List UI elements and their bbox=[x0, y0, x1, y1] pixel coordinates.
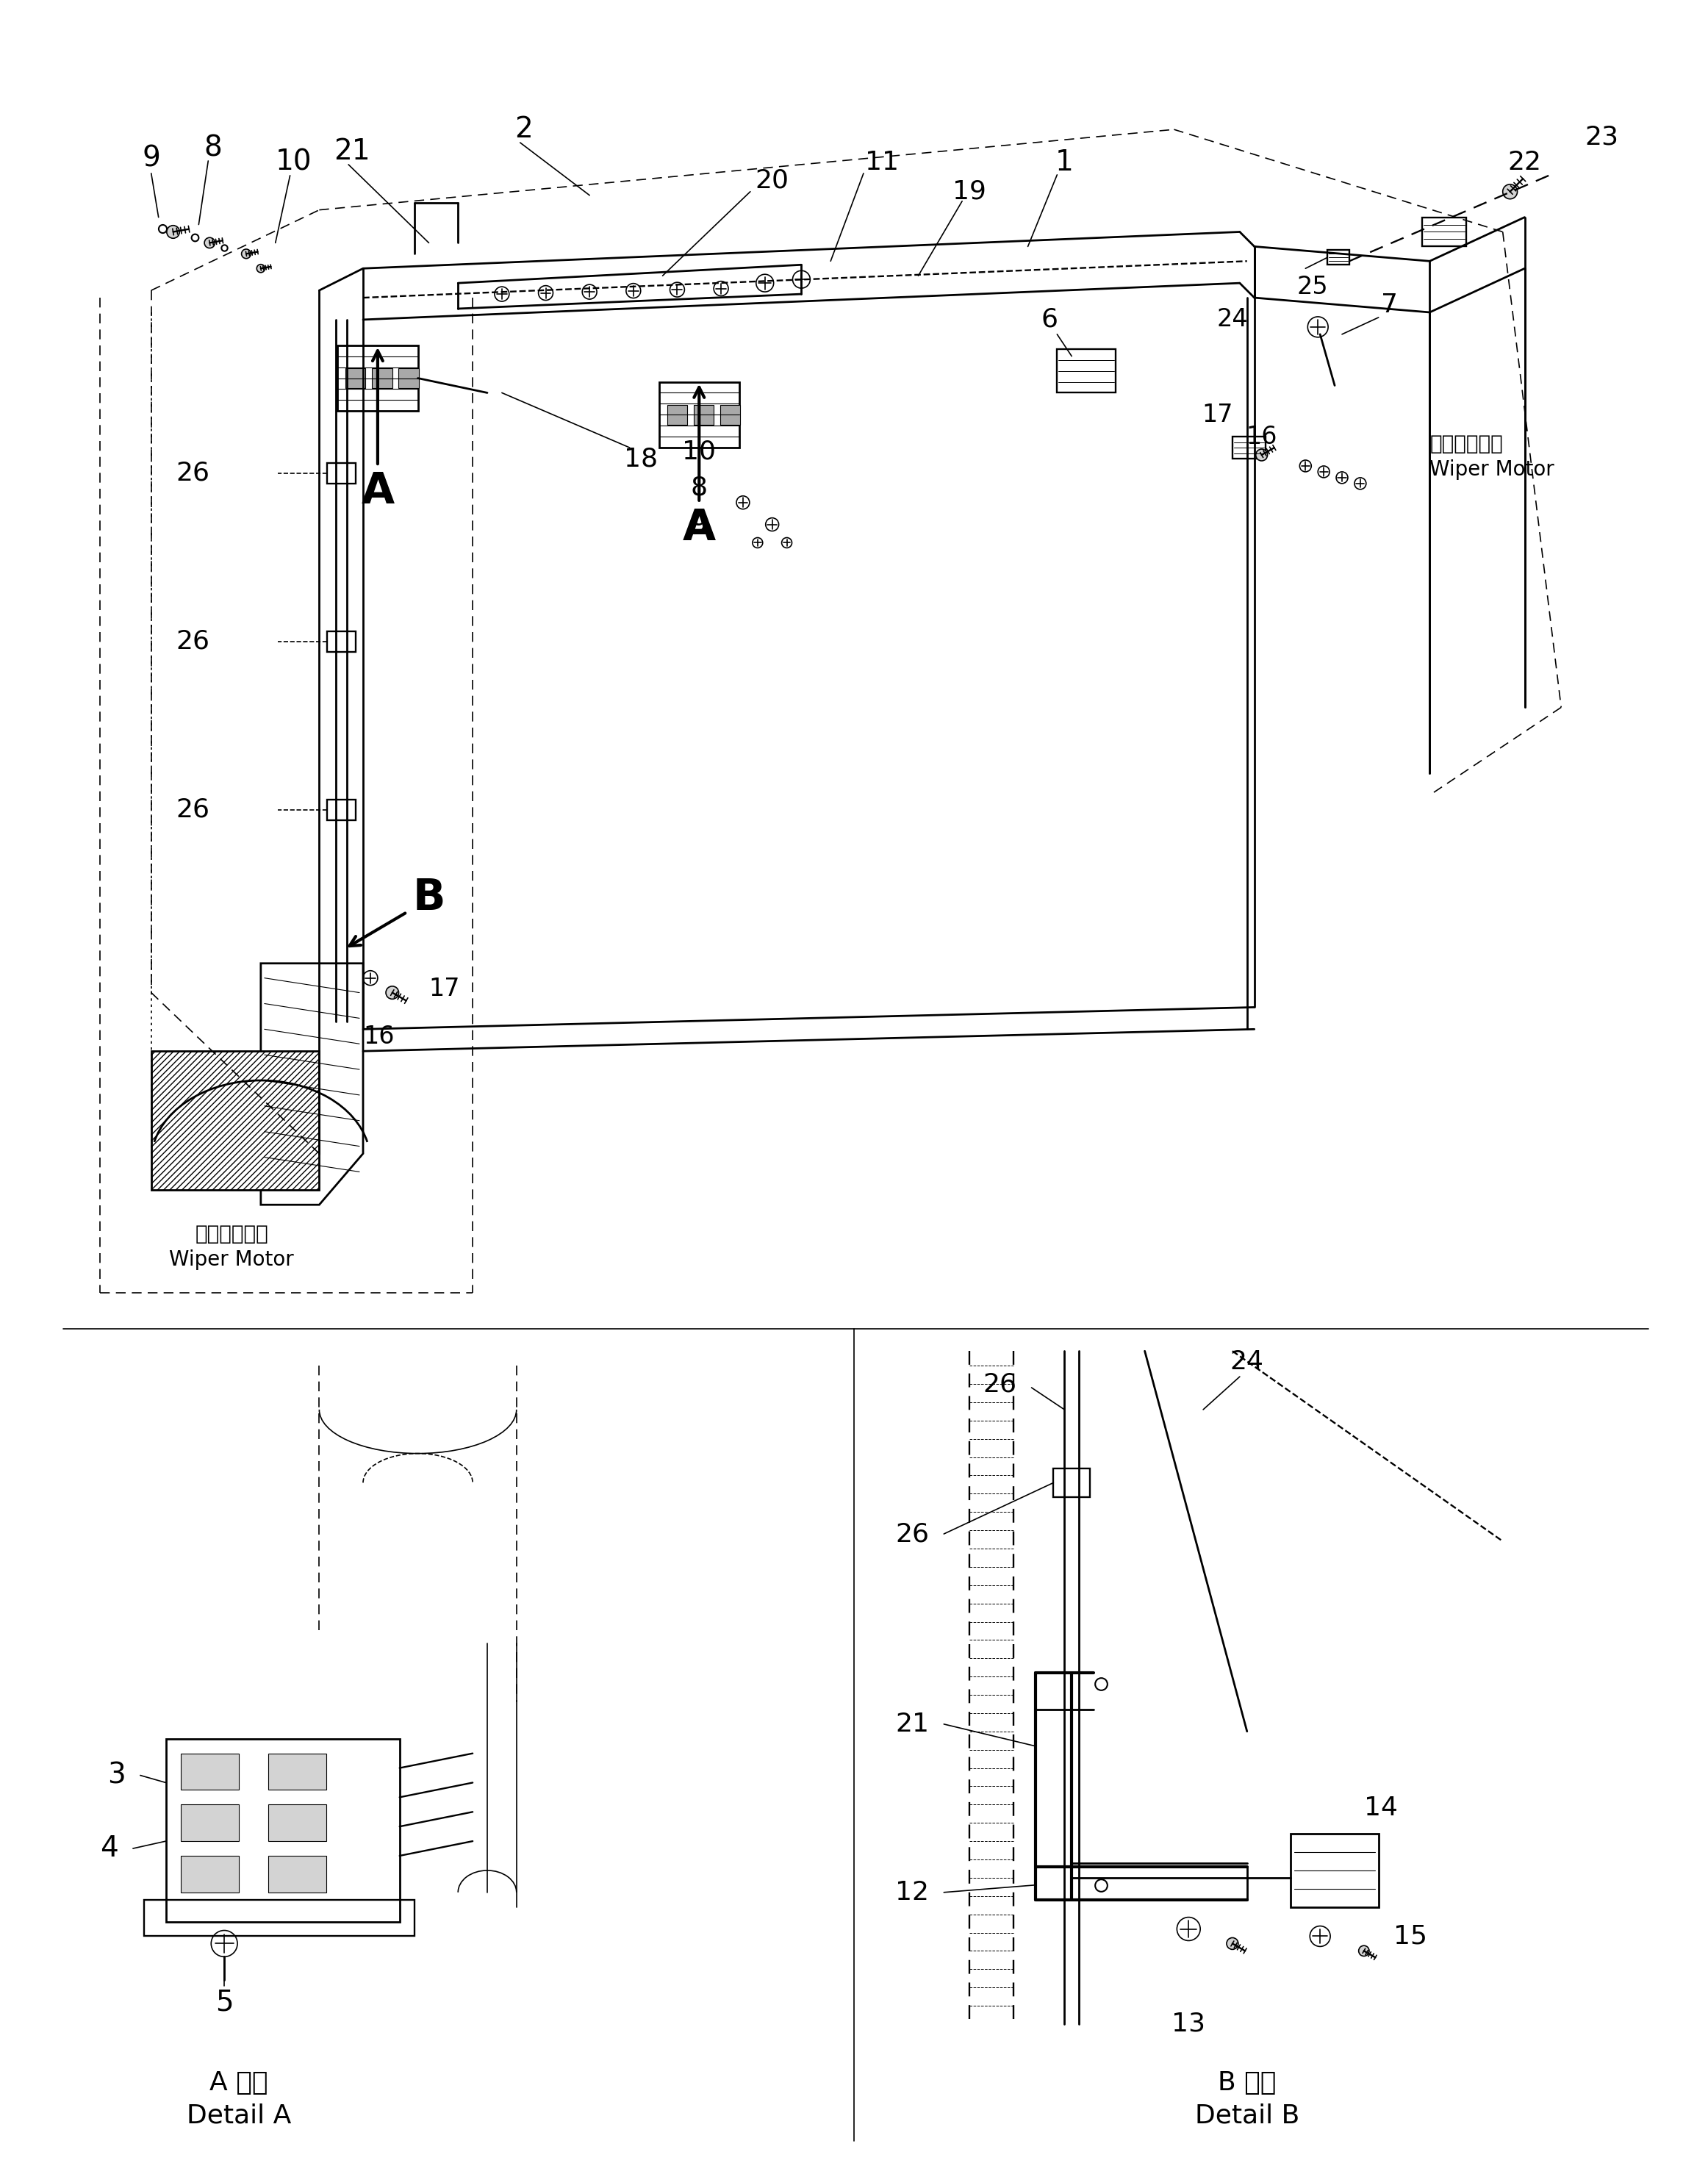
Circle shape bbox=[1358, 1945, 1370, 1955]
Text: 7: 7 bbox=[1382, 292, 1397, 318]
Text: 21: 21 bbox=[333, 138, 371, 164]
Text: 3: 3 bbox=[108, 1761, 126, 1789]
Text: A: A bbox=[683, 506, 716, 549]
Text: 17: 17 bbox=[1202, 402, 1233, 426]
Text: 25: 25 bbox=[1296, 275, 1329, 298]
Polygon shape bbox=[1291, 1834, 1378, 1908]
Text: 1: 1 bbox=[1056, 149, 1074, 177]
Circle shape bbox=[205, 238, 215, 249]
Text: 15: 15 bbox=[1394, 1923, 1426, 1949]
Text: Detail A: Detail A bbox=[186, 2102, 290, 2128]
Polygon shape bbox=[181, 1804, 239, 1841]
Text: 24: 24 bbox=[1216, 307, 1249, 331]
Text: 2: 2 bbox=[514, 115, 533, 143]
Polygon shape bbox=[1327, 251, 1349, 264]
Polygon shape bbox=[268, 1804, 326, 1841]
Text: 17: 17 bbox=[429, 978, 459, 1001]
Polygon shape bbox=[372, 368, 393, 387]
Text: 8: 8 bbox=[205, 134, 222, 162]
Circle shape bbox=[241, 249, 251, 260]
Text: 20: 20 bbox=[755, 169, 789, 193]
Circle shape bbox=[386, 986, 398, 999]
Text: 10: 10 bbox=[275, 149, 313, 177]
Circle shape bbox=[167, 225, 179, 238]
Text: 9: 9 bbox=[142, 145, 161, 173]
Circle shape bbox=[256, 264, 265, 273]
Text: 16: 16 bbox=[364, 1025, 395, 1049]
Text: 24: 24 bbox=[1230, 1350, 1264, 1374]
Text: 13: 13 bbox=[1172, 2012, 1206, 2038]
Polygon shape bbox=[268, 1856, 326, 1893]
Text: 10: 10 bbox=[681, 439, 716, 463]
Text: B 詳細: B 詳細 bbox=[1218, 2070, 1276, 2096]
Polygon shape bbox=[1233, 437, 1266, 459]
Text: ワイパモータ: ワイパモータ bbox=[195, 1224, 268, 1244]
Text: 26: 26 bbox=[895, 1521, 929, 1547]
Text: 8: 8 bbox=[690, 476, 707, 500]
Text: 21: 21 bbox=[895, 1711, 929, 1737]
Text: 6: 6 bbox=[1042, 307, 1059, 333]
Polygon shape bbox=[181, 1856, 239, 1893]
Polygon shape bbox=[152, 1051, 319, 1190]
Polygon shape bbox=[398, 368, 418, 387]
Text: A 詳細: A 詳細 bbox=[210, 2070, 268, 2096]
Text: 26: 26 bbox=[176, 629, 210, 653]
Text: 4: 4 bbox=[101, 1834, 118, 1862]
Polygon shape bbox=[345, 368, 366, 387]
Text: B: B bbox=[412, 876, 446, 919]
Text: 19: 19 bbox=[953, 180, 986, 203]
Text: A: A bbox=[360, 472, 395, 513]
Text: 14: 14 bbox=[1365, 1795, 1397, 1821]
Text: Wiper Motor: Wiper Motor bbox=[169, 1250, 294, 1270]
Text: ワイパモータ: ワイパモータ bbox=[1430, 435, 1503, 454]
Polygon shape bbox=[668, 404, 687, 424]
Text: 22: 22 bbox=[1508, 149, 1542, 175]
Polygon shape bbox=[166, 1739, 400, 1921]
Circle shape bbox=[1255, 450, 1267, 461]
Text: 16: 16 bbox=[1247, 424, 1278, 448]
Text: 11: 11 bbox=[864, 149, 898, 175]
Text: 26: 26 bbox=[176, 798, 210, 822]
Circle shape bbox=[1226, 1938, 1238, 1949]
Text: 26: 26 bbox=[176, 461, 210, 487]
Polygon shape bbox=[1057, 348, 1115, 394]
Polygon shape bbox=[338, 346, 418, 411]
Polygon shape bbox=[693, 404, 714, 424]
Text: 23: 23 bbox=[1585, 123, 1617, 149]
Text: 12: 12 bbox=[895, 1880, 929, 1906]
Text: Wiper Motor: Wiper Motor bbox=[1430, 459, 1554, 480]
Circle shape bbox=[1503, 184, 1517, 199]
Text: 18: 18 bbox=[623, 446, 658, 472]
Text: 5: 5 bbox=[215, 1988, 234, 2016]
Polygon shape bbox=[268, 1754, 326, 1791]
Polygon shape bbox=[659, 383, 740, 448]
Text: Detail B: Detail B bbox=[1196, 2102, 1300, 2128]
Text: 26: 26 bbox=[984, 1371, 1016, 1397]
Text: 9: 9 bbox=[690, 513, 707, 536]
Polygon shape bbox=[181, 1754, 239, 1791]
Polygon shape bbox=[721, 404, 740, 424]
Polygon shape bbox=[1423, 216, 1465, 247]
